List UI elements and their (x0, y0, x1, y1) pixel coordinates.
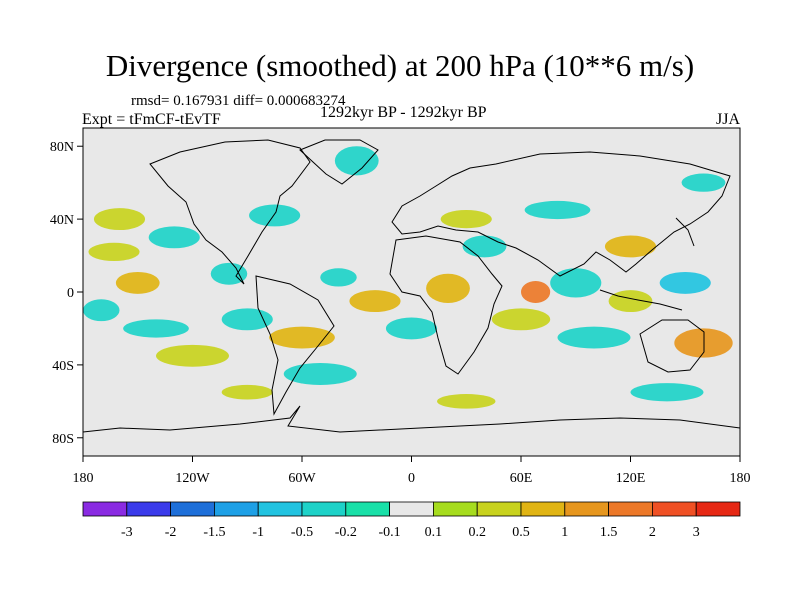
coastline-europe-asia (391, 151, 731, 277)
coastline-australia (639, 319, 705, 373)
stats-label: rmsd= 0.167931 diff= 0.000683274 (131, 93, 346, 109)
anomaly-layer (83, 146, 733, 409)
anomaly-blob-5 (156, 344, 229, 367)
y-tick-label-3: 40S (52, 359, 74, 374)
anomaly-blob-28 (437, 394, 496, 409)
colorbar-label-0: -3 (121, 525, 133, 540)
anomaly-blob-4 (83, 299, 120, 322)
anomaly-blob-24 (608, 290, 653, 313)
anomaly-blob-16 (426, 273, 470, 303)
x-tick-label-3: 0 (408, 471, 415, 486)
colorbar-label-8: 0.2 (468, 525, 486, 540)
colorbar-label-9: 0.5 (512, 525, 530, 540)
colorbar-swatch-0 (82, 501, 128, 517)
colorbar-swatch-5 (301, 501, 347, 517)
anomaly-blob-1 (88, 242, 140, 262)
anomaly-blob-22 (557, 326, 631, 349)
anomaly-blob-0 (115, 271, 160, 294)
colorbar-swatch-11 (564, 501, 609, 517)
colorbar-swatch-8 (432, 501, 478, 517)
anomaly-blob-19 (491, 308, 551, 331)
anomaly-blob-9 (221, 308, 273, 331)
colorbar-label-4: -0.5 (291, 525, 313, 540)
anomaly-blob-3 (123, 319, 189, 338)
anomaly-blob-15 (385, 317, 438, 340)
colorbar-label-6: -0.1 (379, 525, 401, 540)
season-label: JJA (716, 111, 741, 128)
x-tick-label-6: 180 (730, 471, 751, 486)
x-tick-label-5: 120E (616, 471, 646, 486)
anomaly-blob-21 (550, 268, 602, 298)
anomaly-blob-18 (462, 235, 507, 258)
anomaly-blob-20 (521, 281, 551, 303)
colorbar-label-1: -2 (165, 525, 177, 540)
chart-title: Divergence (smoothed) at 200 hPa (10**6 … (105, 48, 695, 83)
anomaly-blob-10 (269, 326, 335, 349)
coastline-indonesia (599, 289, 683, 311)
colorbar-label-3: -1 (252, 525, 264, 540)
coastline-south-america (255, 275, 335, 416)
anomaly-blob-23 (604, 235, 657, 258)
coastline-africa (389, 235, 503, 375)
anomaly-blob-8 (249, 204, 301, 227)
experiment-label: Expt = tFmCF-tEvTF (82, 111, 221, 128)
anomaly-blob-12 (334, 146, 379, 176)
anomaly-blob-6 (93, 208, 146, 231)
period-label: 1292kyr BP - 1292kyr BP (320, 104, 487, 121)
x-tick-label-4: 60E (510, 471, 533, 486)
y-tick-label-0: 80N (50, 140, 74, 155)
anomaly-blob-14 (349, 290, 401, 313)
anomaly-blob-31 (681, 173, 726, 192)
y-tick-label-4: 80S (52, 432, 74, 447)
colorbar-swatch-9 (476, 501, 522, 517)
axes: 180 120W 60W 0 60E 120E 180 80N 40N 0 40S 80S (50, 140, 751, 486)
coastline-antarctica (83, 405, 740, 433)
colorbar-label-13: 3 (693, 525, 700, 540)
coastlines (83, 139, 740, 433)
y-tick-label-1: 40N (50, 213, 74, 228)
colorbar-swatch-2 (170, 501, 215, 517)
anomaly-blob-11 (283, 363, 357, 385)
colorbar-label-10: 1 (561, 525, 568, 540)
colorbar-label-11: 1.5 (600, 525, 618, 540)
colorbar-swatch-7 (389, 501, 434, 517)
colorbar-label-2: -1.5 (203, 525, 225, 540)
anomaly-blob-17 (440, 209, 492, 229)
y-tick-label-2: 0 (67, 286, 74, 301)
colorbar-swatch-12 (608, 501, 653, 517)
colorbar: -3 -2 -1.5 -1 -0.5 -0.2 -0.1 0.1 0.2 0.5 1 1.5 2 3 (82, 501, 741, 540)
anomaly-blob-29 (221, 384, 273, 400)
anomaly-blob-25 (659, 271, 711, 294)
colorbar-swatch-6 (345, 501, 390, 517)
colorbar-label-12: 2 (649, 525, 656, 540)
anomaly-blob-7 (210, 262, 248, 285)
anomaly-blob-2 (148, 226, 200, 249)
colorbar-swatch-4 (257, 501, 303, 517)
coastline-north-america (149, 139, 311, 285)
colorbar-swatch-14 (695, 501, 741, 517)
colorbar-swatch-13 (652, 501, 697, 517)
anomaly-blob-30 (524, 200, 591, 220)
x-tick-label-2: 60W (288, 471, 316, 486)
colorbar-swatch-1 (126, 501, 172, 517)
coastline-japan (675, 217, 695, 247)
anomaly-blob-13 (320, 268, 357, 287)
colorbar-swatch-3 (213, 501, 259, 517)
x-tick-label-1: 120W (175, 471, 210, 486)
colorbar-label-5: -0.2 (335, 525, 357, 540)
x-tick-label-0: 180 (73, 471, 94, 486)
coastline-greenland (299, 139, 379, 185)
anomaly-blob-27 (630, 383, 704, 402)
colorbar-label-7: 0.1 (425, 525, 443, 540)
colorbar-swatch-10 (520, 501, 566, 517)
